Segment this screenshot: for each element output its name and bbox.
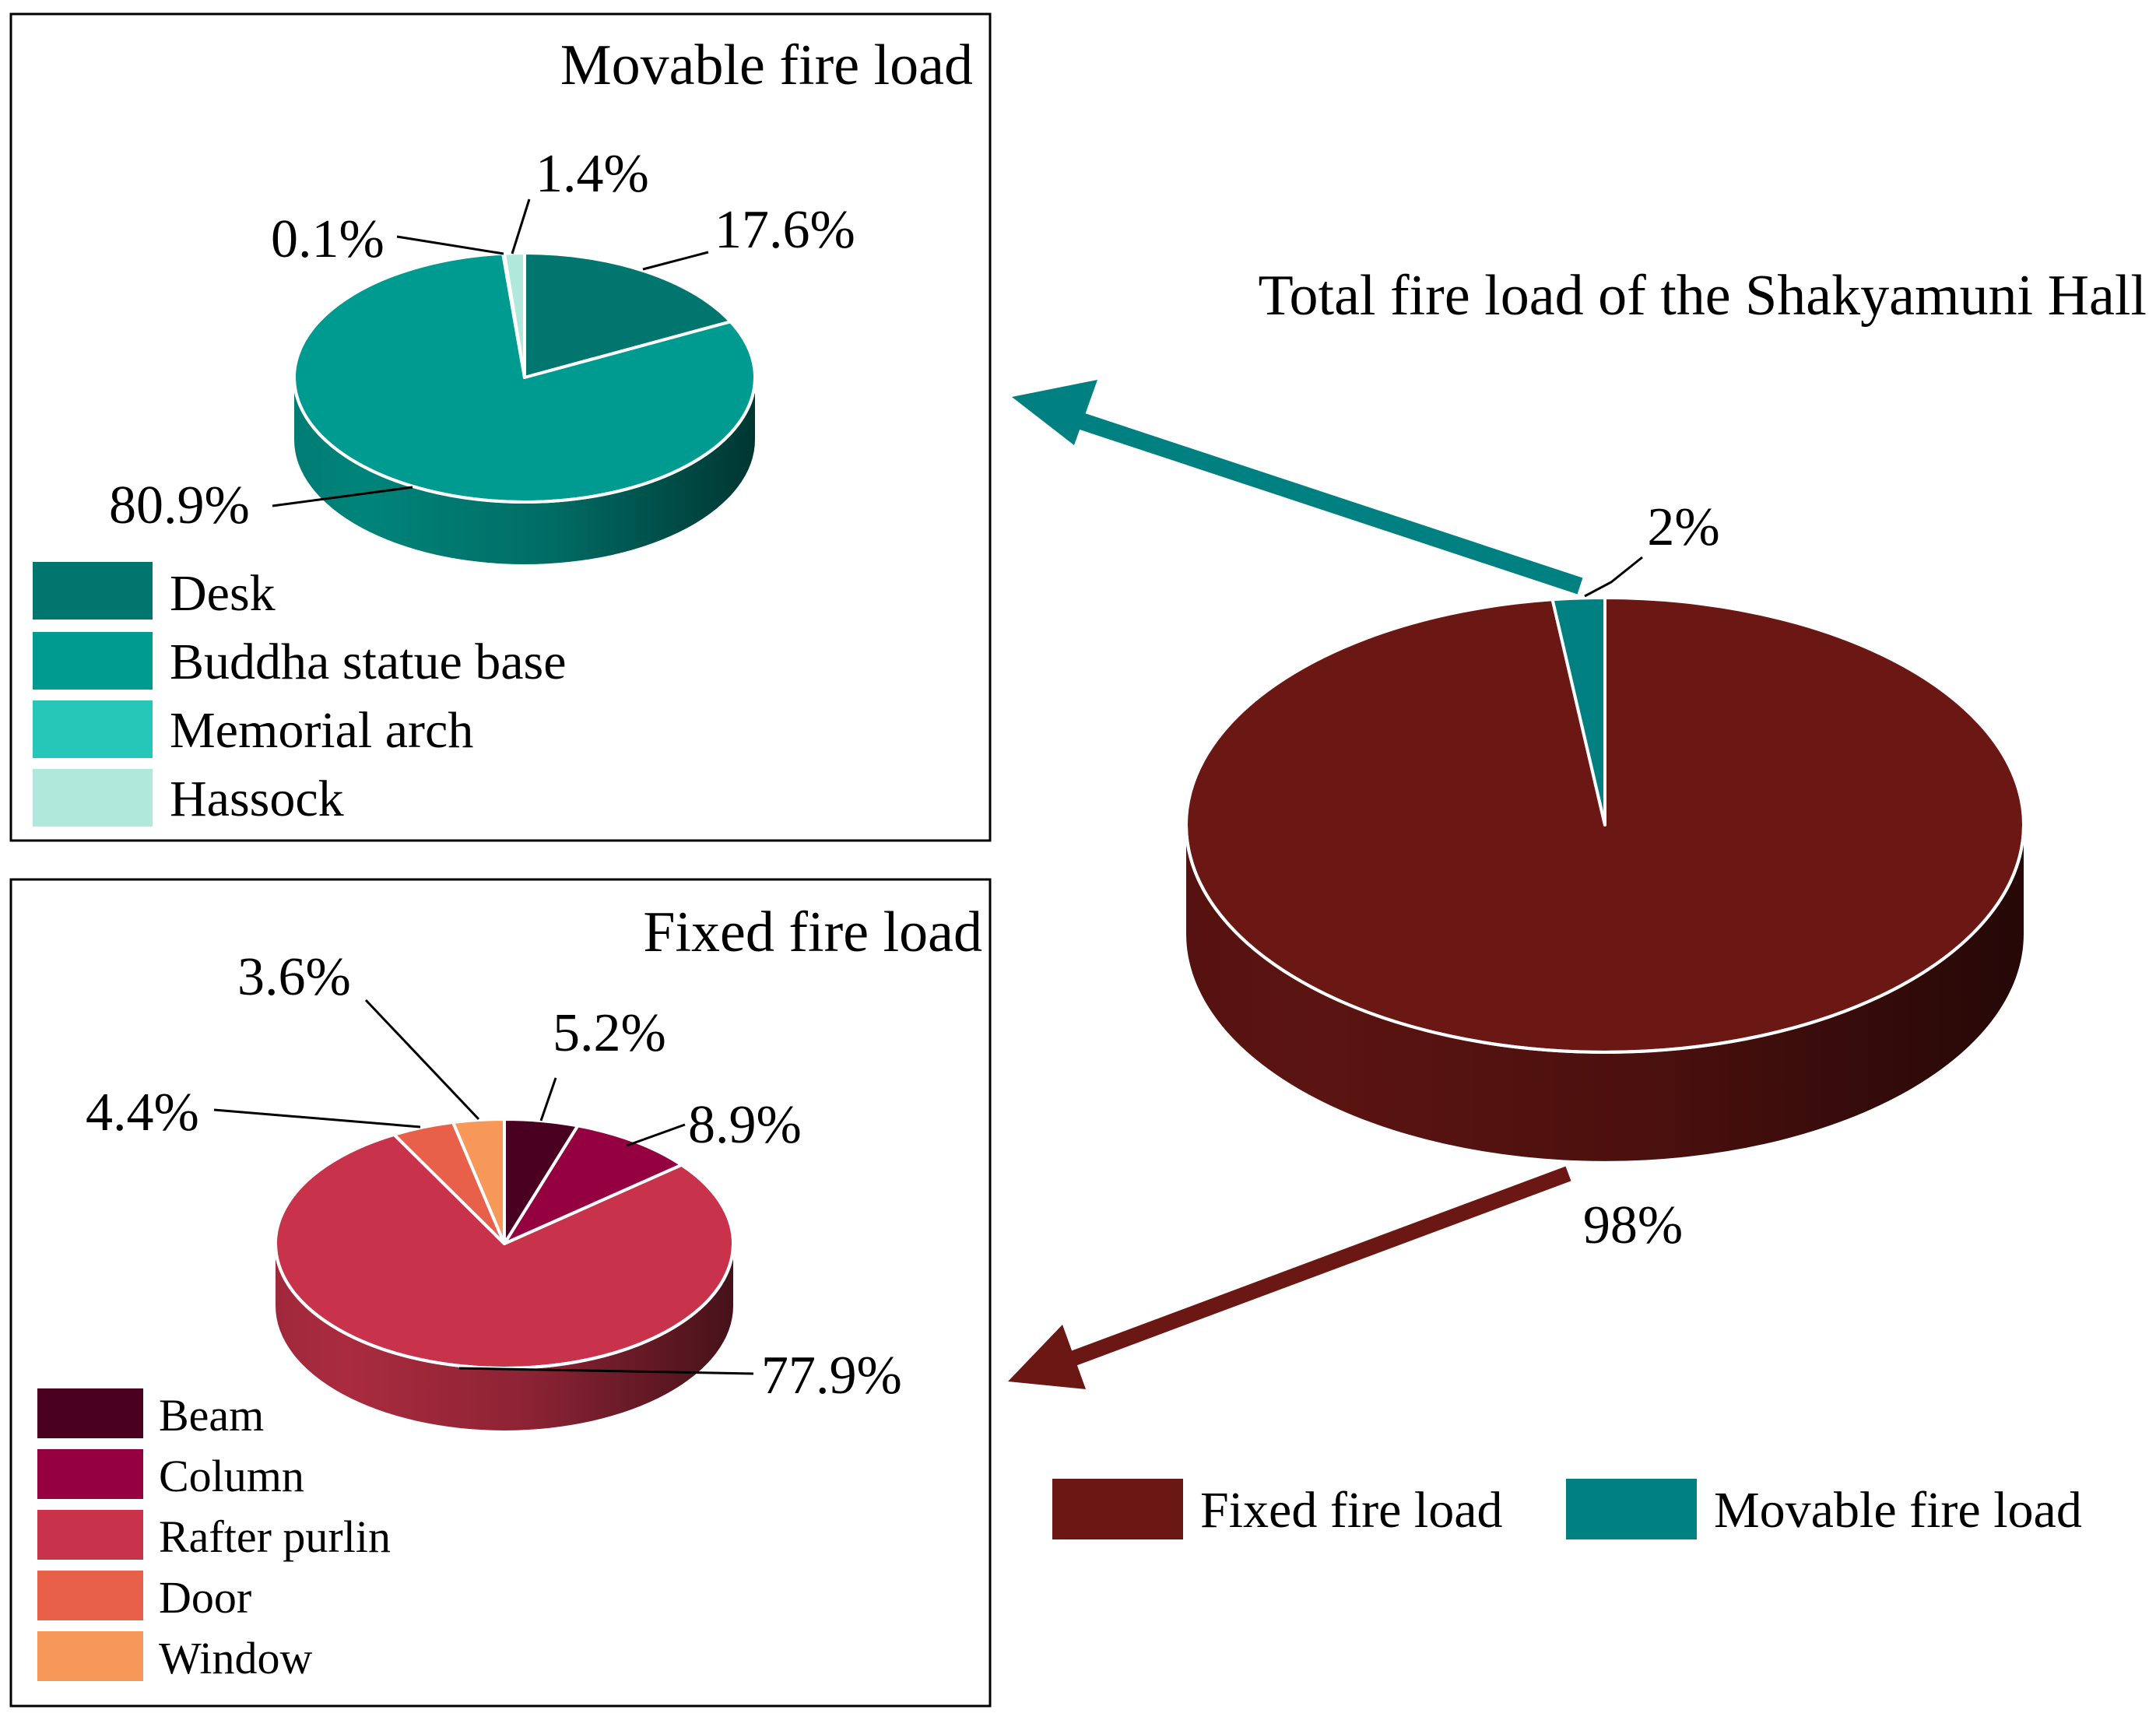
movable-chart-title: Movable fire load	[560, 33, 973, 97]
movable-legend: Desk Buddha statue base Memorial arch Ha…	[33, 562, 567, 827]
label-rafter-purlin: 77.9%	[761, 1346, 902, 1406]
label-column: 8.9%	[688, 1095, 802, 1155]
label-desk: 17.6%	[715, 200, 855, 260]
legend-label-buddha-base: Buddha statue base	[170, 634, 567, 690]
leader-door	[213, 1108, 421, 1129]
movable-rim	[293, 377, 757, 504]
legend-swatch-hassock	[33, 769, 153, 827]
legend-label-memorial-arch: Memorial arch	[170, 702, 473, 759]
movable-fire-load-pie	[293, 251, 757, 564]
total-fire-load-pie	[1185, 596, 2025, 1161]
legend-swatch-fixed	[1052, 1479, 1183, 1539]
label-buddha-base: 80.9%	[109, 476, 250, 535]
legend-label-beam: Beam	[159, 1390, 264, 1441]
legend-label-fixed: Fixed fire load	[1200, 1482, 1503, 1539]
label-memorial-arch: 0.1%	[271, 209, 384, 269]
fixed-chart-title: Fixed fire load	[643, 900, 982, 964]
label-beam: 5.2%	[553, 1003, 666, 1063]
total-slice-movable-fire-load	[1550, 596, 1606, 827]
label-door: 4.4%	[86, 1083, 199, 1143]
legend-swatch-window	[37, 1631, 143, 1681]
legend-swatch-rafter-purlin	[37, 1510, 143, 1560]
legend-swatch-door	[37, 1571, 143, 1620]
legend-label-movable: Movable fire load	[1714, 1482, 2082, 1539]
fixed-slice-column	[503, 1124, 683, 1245]
total-rim	[1185, 824, 2025, 1054]
legend-label-rafter-purlin: Rafter purlin	[159, 1511, 391, 1562]
fixed-fire-load-pie	[273, 1118, 735, 1430]
main-chart-title: Total fire load of the Shakyamuni Hall	[1258, 264, 2147, 328]
fixed-side-rafter-purlin	[276, 1244, 733, 1430]
label-movable-share: 2%	[1647, 497, 1719, 557]
arrow-to-fixed	[1008, 1166, 1571, 1389]
leader-desk	[642, 251, 709, 271]
legend-swatch-movable	[1566, 1479, 1697, 1539]
legend-label-hassock: Hassock	[170, 770, 344, 827]
legend-swatch-beam	[37, 1388, 143, 1438]
legend-label-desk: Desk	[170, 565, 276, 622]
leader-buddha-base	[272, 486, 413, 507]
legend-label-window: Window	[159, 1633, 313, 1683]
movable-slice-desk	[523, 251, 732, 379]
fixed-slice-window	[451, 1118, 506, 1245]
total-side-fixed-fire-load	[1186, 825, 2024, 1161]
legend-label-column: Column	[159, 1451, 304, 1501]
label-hassock: 1.4%	[535, 144, 649, 204]
legend-label-door: Door	[159, 1572, 251, 1623]
fixed-panel-frame	[9, 878, 992, 1708]
movable-panel-frame	[9, 12, 992, 842]
leader-rafter-purlin	[458, 1367, 754, 1375]
total-legend: Fixed fire load Movable fire load	[1052, 1479, 2082, 1539]
leader-column	[626, 1123, 686, 1147]
leader-hassock	[511, 198, 531, 254]
movable-slice-hassock	[502, 251, 526, 379]
legend-swatch-desk	[33, 562, 153, 620]
label-window: 3.6%	[237, 947, 351, 1007]
leader-movable-share	[1584, 556, 1643, 598]
leader-memorial-arch	[396, 235, 504, 255]
leader-window	[364, 999, 480, 1121]
fixed-legend: Beam Column Rafter purlin Door Window	[37, 1388, 391, 1683]
label-fixed-share: 98%	[1583, 1195, 1683, 1255]
movable-side-buddha-statue-base	[294, 377, 755, 564]
legend-swatch-column	[37, 1449, 143, 1499]
leader-beam	[539, 1077, 557, 1122]
arrow-to-movable	[1012, 380, 1583, 595]
legend-swatch-buddha-base	[33, 632, 153, 690]
legend-swatch-memorial-arch	[33, 700, 153, 758]
